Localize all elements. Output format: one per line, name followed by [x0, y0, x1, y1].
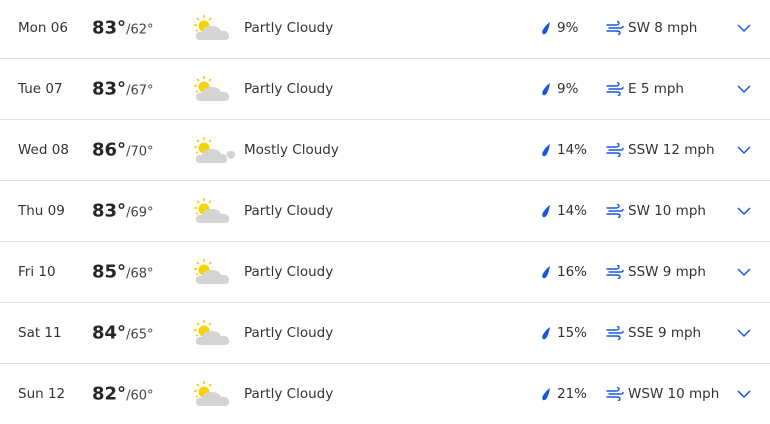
- low-temp-sep: /: [126, 205, 131, 221]
- precipitation-chance: 15%: [557, 325, 588, 341]
- chevron-down-icon[interactable]: [737, 145, 751, 155]
- wind-icon: [606, 21, 624, 35]
- temperature: 83°/62°: [92, 18, 154, 39]
- low-temp: 69°: [130, 205, 154, 221]
- high-temp: 83°: [92, 78, 127, 100]
- wind-value: SW 10 mph: [628, 203, 706, 219]
- forecast-row[interactable]: Tue 07 83°/67° Partly Cloudy 9% E 5 mph: [0, 59, 770, 120]
- forecast-row[interactable]: Sun 12 82°/60° Partly Cloudy 21% WSW 10 …: [0, 364, 770, 424]
- low-temp: 62°: [130, 22, 154, 38]
- high-temp: 84°: [92, 322, 127, 344]
- temperature: 86°/70°: [92, 140, 154, 161]
- low-temp-sep: /: [126, 327, 131, 343]
- chevron-down-icon[interactable]: [737, 389, 751, 399]
- partly-cloudy-icon: [194, 76, 230, 101]
- wind-icon: [606, 326, 624, 340]
- precipitation-chance: 16%: [557, 264, 588, 280]
- precipitation-drop-icon: [542, 22, 550, 35]
- precipitation-chance: 9%: [557, 81, 579, 97]
- day-label: Tue 07: [18, 81, 63, 97]
- wind-icon: [606, 265, 624, 279]
- day-label: Sat 11: [18, 325, 62, 341]
- precipitation-drop-icon: [542, 266, 550, 279]
- partly-cloudy-icon: [194, 198, 230, 223]
- condition-label: Partly Cloudy: [244, 20, 334, 36]
- wind-icon: [606, 204, 624, 218]
- temperature: 83°/67°: [92, 79, 154, 100]
- chevron-down-icon[interactable]: [737, 84, 751, 94]
- chevron-down-icon[interactable]: [737, 267, 751, 277]
- low-temp: 68°: [130, 266, 154, 282]
- precipitation-chance: 9%: [557, 20, 579, 36]
- low-temp: 65°: [130, 327, 154, 343]
- day-label: Fri 10: [18, 264, 56, 280]
- wind-value: SSW 9 mph: [628, 264, 706, 280]
- wind-value: SSW 12 mph: [628, 142, 715, 158]
- precipitation-drop-icon: [542, 144, 550, 157]
- condition-label: Mostly Cloudy: [244, 142, 339, 158]
- high-temp: 86°: [92, 139, 127, 161]
- precipitation-drop-icon: [542, 205, 550, 218]
- forecast-row[interactable]: Fri 10 85°/68° Partly Cloudy 16% SSW 9 m…: [0, 242, 770, 303]
- wind-value: SSE 9 mph: [628, 325, 702, 341]
- precipitation-drop-icon: [542, 327, 550, 340]
- partly-cloudy-icon: [194, 15, 230, 40]
- condition-label: Partly Cloudy: [244, 264, 334, 280]
- precipitation-drop-icon: [542, 83, 550, 96]
- low-temp-sep: /: [126, 266, 131, 282]
- low-temp: 70°: [130, 144, 154, 160]
- chevron-down-icon[interactable]: [737, 206, 751, 216]
- condition-label: Partly Cloudy: [244, 325, 334, 341]
- high-temp: 85°: [92, 261, 127, 283]
- condition-label: Partly Cloudy: [244, 81, 334, 97]
- temperature: 82°/60°: [92, 384, 154, 405]
- partly-cloudy-icon: [194, 381, 230, 406]
- chevron-down-icon[interactable]: [737, 23, 751, 33]
- temperature: 83°/69°: [92, 201, 154, 222]
- forecast-row[interactable]: Thu 09 83°/69° Partly Cloudy 14% SW 10 m…: [0, 181, 770, 242]
- wind-icon: [606, 387, 624, 401]
- high-temp: 83°: [92, 17, 127, 39]
- precipitation-drop-icon: [542, 388, 550, 401]
- wind-value: WSW 10 mph: [628, 386, 720, 402]
- temperature: 85°/68°: [92, 262, 154, 283]
- wind-value: SW 8 mph: [628, 20, 698, 36]
- high-temp: 83°: [92, 200, 127, 222]
- wind-icon: [606, 143, 624, 157]
- chevron-down-icon[interactable]: [737, 328, 751, 338]
- precipitation-chance: 14%: [557, 203, 588, 219]
- condition-label: Partly Cloudy: [244, 203, 334, 219]
- low-temp-sep: /: [126, 22, 131, 38]
- low-temp: 67°: [130, 83, 154, 99]
- wind-icon: [606, 82, 624, 96]
- day-label: Mon 06: [18, 20, 68, 36]
- temperature: 84°/65°: [92, 323, 154, 344]
- day-label: Thu 09: [18, 203, 65, 219]
- mostly-cloudy-icon: [194, 137, 236, 163]
- day-label: Wed 08: [18, 142, 69, 158]
- low-temp-sep: /: [126, 144, 131, 160]
- low-temp-sep: /: [126, 388, 131, 404]
- day-label: Sun 12: [18, 386, 66, 402]
- partly-cloudy-icon: [194, 320, 230, 345]
- partly-cloudy-icon: [194, 259, 230, 284]
- forecast-row[interactable]: Mon 06 83°/62° Partly Cloudy 9% SW 8 mph: [0, 0, 770, 59]
- high-temp: 82°: [92, 383, 127, 405]
- low-temp-sep: /: [126, 83, 131, 99]
- wind-value: E 5 mph: [628, 81, 684, 97]
- forecast-row[interactable]: Sat 11 84°/65° Partly Cloudy 15% SSE 9 m…: [0, 303, 770, 364]
- condition-label: Partly Cloudy: [244, 386, 334, 402]
- precipitation-chance: 14%: [557, 142, 588, 158]
- forecast-row[interactable]: Wed 08 86°/70° Mostly Cloudy 14% SSW 12 …: [0, 120, 770, 181]
- precipitation-chance: 21%: [557, 386, 588, 402]
- low-temp: 60°: [130, 388, 154, 404]
